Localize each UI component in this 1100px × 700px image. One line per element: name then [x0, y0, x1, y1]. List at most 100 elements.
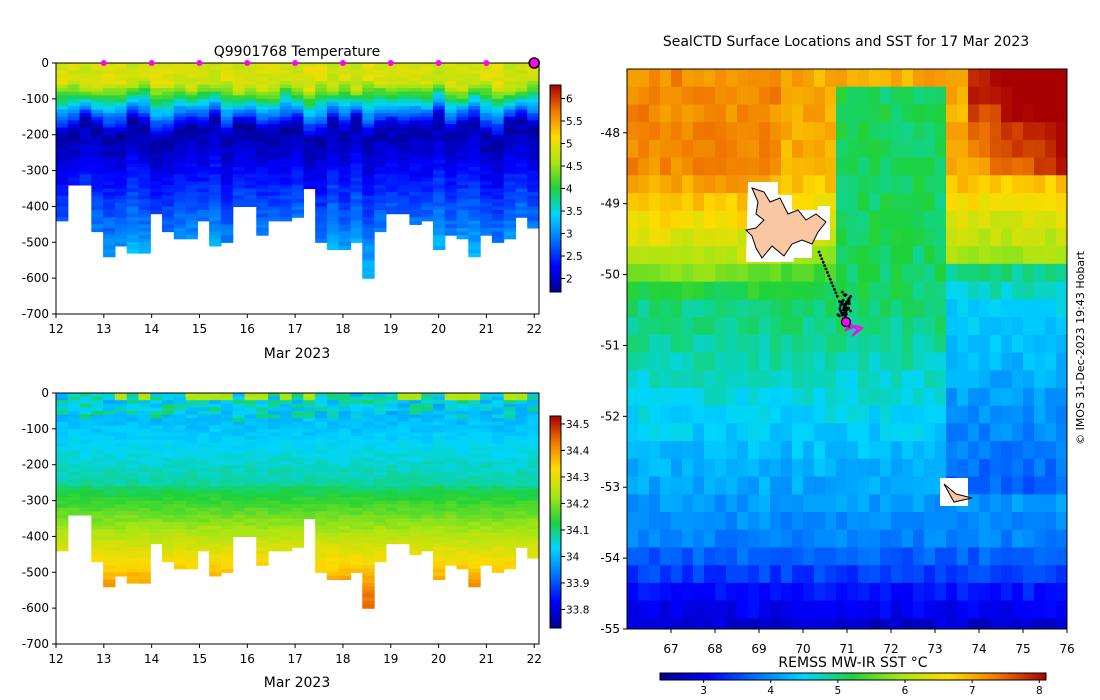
sst-cell: [825, 405, 837, 424]
temperature-cell: [432, 174, 446, 179]
salinity-cell: [126, 450, 140, 455]
salinity-cell: [374, 436, 387, 441]
temperature-cell: [114, 63, 128, 68]
sst-cell: [847, 547, 859, 566]
salinity-cell: [468, 522, 481, 527]
temperature-cell: [232, 134, 246, 139]
salinity-cell: [126, 529, 140, 534]
salinity-cell: [480, 418, 493, 423]
temperature-cell: [491, 149, 505, 154]
sst-cell: [770, 263, 782, 283]
salinity-cell: [468, 568, 481, 573]
salinity-cell: [397, 457, 411, 462]
temperature-cell: [209, 177, 222, 182]
temperature-cell: [232, 181, 246, 186]
temperature-cell: [150, 202, 163, 208]
temperature-cell: [232, 70, 246, 75]
salinity-cell: [350, 504, 363, 509]
salinity-cell: [515, 428, 528, 434]
sst-cell: [935, 228, 947, 247]
sst-cell: [770, 370, 782, 389]
salinity-cell: [421, 540, 434, 545]
salinity-cell: [185, 436, 198, 441]
temperature-cell: [268, 95, 281, 100]
salinity-cell: [456, 410, 469, 416]
salinity-cell: [138, 439, 151, 444]
salinity-cell: [126, 493, 140, 498]
salinity-cell: [468, 461, 481, 466]
sst-cell: [671, 547, 683, 566]
sst-cell: [869, 370, 881, 389]
temperature-cell: [338, 217, 352, 222]
sst-cell: [825, 547, 837, 566]
temperature-cell: [385, 188, 399, 193]
temperature-cell: [279, 184, 293, 190]
temperature-cell: [79, 174, 92, 179]
sst-cell: [682, 210, 694, 229]
sst-cell: [847, 299, 859, 318]
salinity-cell: [173, 561, 187, 566]
temperature-cell: [91, 159, 104, 164]
temperature-cell: [268, 134, 281, 139]
salinity-cell: [468, 514, 481, 520]
sst-cell: [781, 423, 793, 442]
temperature-cell: [220, 120, 234, 125]
salinity-cell: [232, 414, 246, 419]
salinity-cell: [444, 479, 458, 484]
temperature-cell: [126, 192, 140, 197]
colorbar-tick-label: 33.9: [566, 578, 589, 590]
temperature-cell: [527, 217, 539, 222]
salinity-cell: [385, 536, 399, 541]
salinity-cell: [220, 468, 234, 473]
salinity-cell: [468, 575, 481, 581]
salinity-cell: [291, 507, 304, 512]
sst-cell: [935, 618, 947, 629]
sst-cell: [726, 405, 738, 424]
temperature-cell: [220, 70, 234, 75]
temperature-cell: [350, 220, 363, 225]
temperature-cell: [315, 188, 328, 193]
temperature-cell: [209, 174, 222, 179]
temperature-cell: [421, 202, 434, 208]
salinity-cell: [256, 453, 269, 459]
salinity-cell: [409, 475, 422, 480]
salinity-cell: [91, 410, 104, 416]
temperature-cell: [268, 127, 281, 132]
temperature-cell: [491, 102, 505, 107]
temperature-cell: [350, 231, 363, 236]
sst-cell: [660, 175, 672, 194]
temperature-cell: [421, 84, 434, 89]
salinity-cell: [173, 518, 187, 523]
sst-cell: [660, 122, 672, 141]
salinity-cell: [491, 418, 505, 423]
temperature-cell: [126, 77, 140, 82]
salinity-cell: [209, 393, 222, 398]
temperature-cell: [315, 66, 328, 71]
temperature-cell: [326, 156, 340, 161]
temperature-cell: [79, 116, 92, 121]
temperature-cell: [491, 63, 505, 68]
salinity-cell: [326, 575, 340, 581]
temperature-cell: [79, 80, 92, 86]
salinity-cell: [209, 407, 222, 412]
salinity-cell: [326, 446, 340, 451]
temperature-cell: [114, 95, 128, 100]
temperature-cell: [468, 192, 481, 197]
temperature-cell: [126, 242, 140, 247]
salinity-cell: [67, 507, 81, 512]
salinity-cell: [444, 421, 458, 426]
salinity-cell: [138, 425, 151, 430]
sst-cell: [693, 388, 705, 407]
temperature-cell: [409, 134, 422, 139]
sst-cell: [671, 582, 683, 602]
temperature-cell: [256, 127, 269, 132]
temperature-cell: [480, 202, 493, 208]
temperature-cell: [503, 188, 517, 193]
temperature-cell: [326, 88, 340, 93]
temperature-cell: [279, 102, 293, 107]
temperature-cell: [456, 131, 469, 136]
salinity-cell: [279, 446, 293, 451]
temperature-cell: [362, 192, 375, 197]
salinity-cell: [244, 511, 257, 516]
temperature-cell: [409, 141, 422, 147]
